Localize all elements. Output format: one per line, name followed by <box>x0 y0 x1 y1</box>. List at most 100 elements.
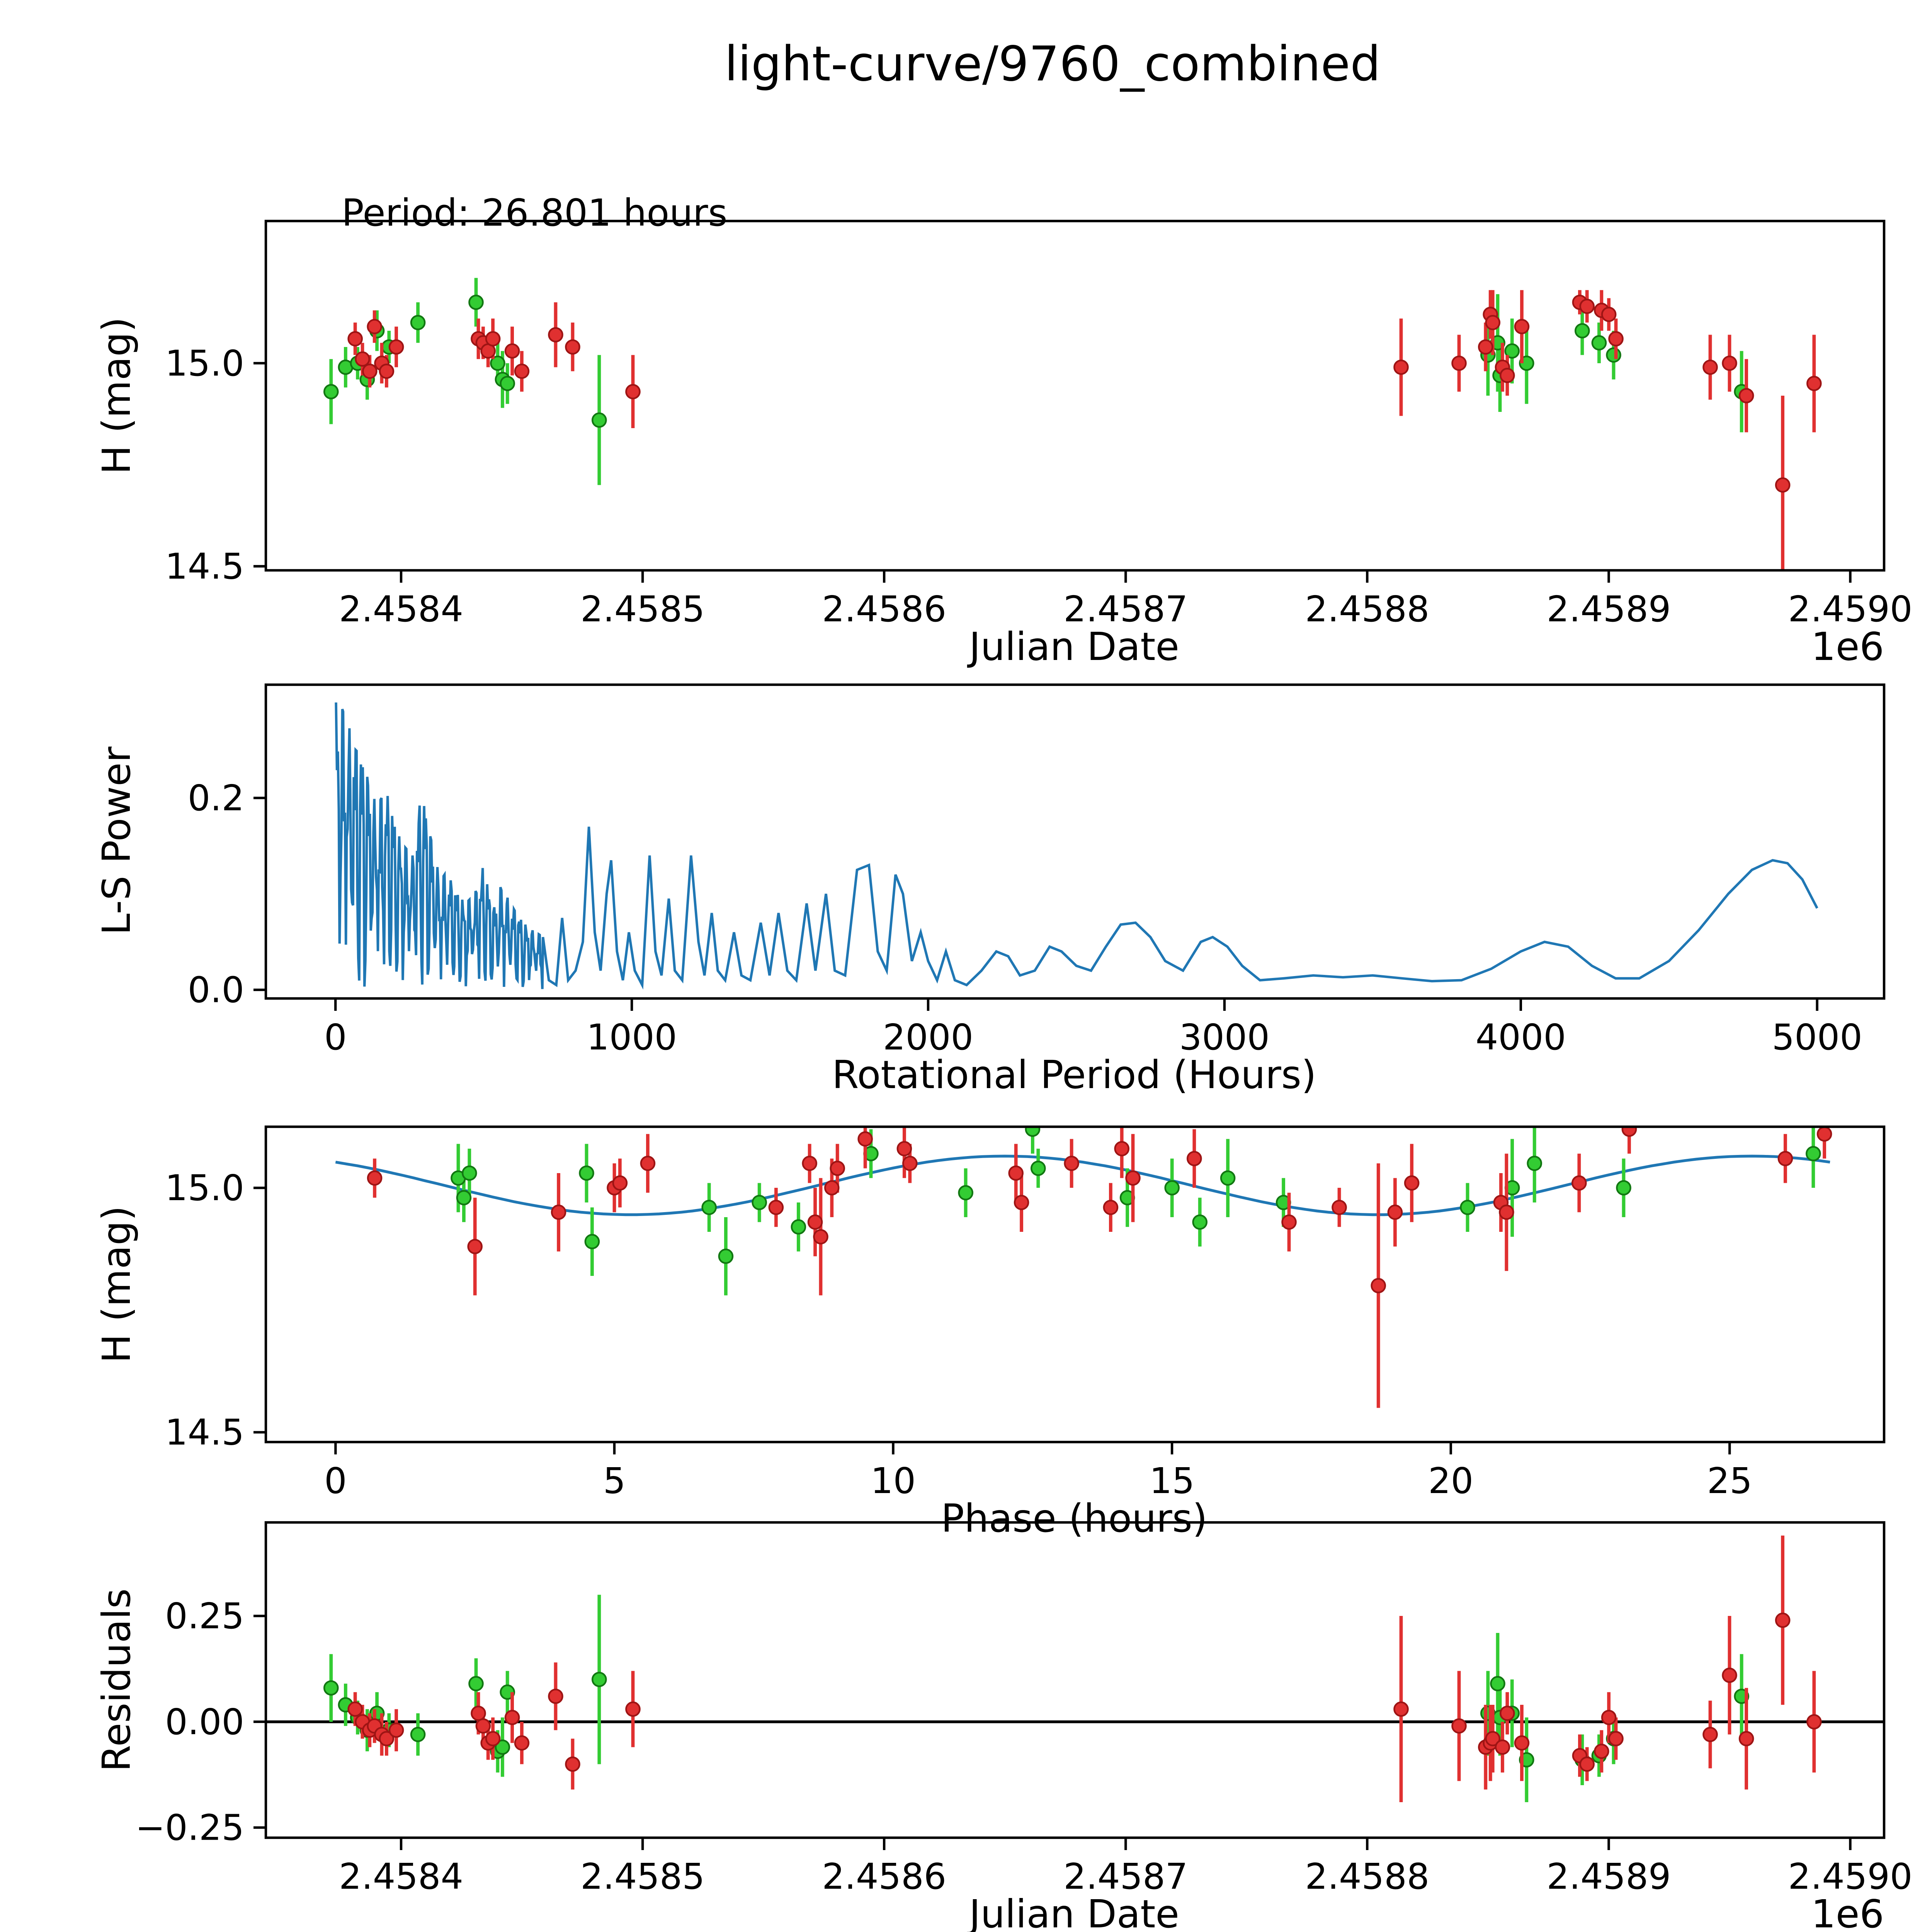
data-point <box>565 1756 580 1772</box>
data-point <box>490 355 505 371</box>
data-point <box>514 364 530 379</box>
data-point <box>830 1160 845 1176</box>
data-point <box>1504 343 1520 359</box>
panel-residuals: 2.4584 2.4585 2.4586 2.4587 2.4588 2.4589 2.45… <box>135 1521 1912 1897</box>
data-point <box>1621 1127 1637 1137</box>
data-point <box>388 1722 404 1738</box>
phase-y-tick-label: 14.5 <box>165 1412 244 1453</box>
residuals-x-tick-label: 2.4589 <box>1546 1856 1671 1897</box>
data-point <box>958 1185 973 1201</box>
data-point <box>410 1726 426 1742</box>
periodogram-data <box>335 702 1818 990</box>
data-point <box>902 1155 918 1171</box>
data-point <box>1460 1199 1475 1215</box>
data-point <box>495 1739 510 1755</box>
lightcurve-x-tick-label: 2.4584 <box>339 588 463 630</box>
phase-x-tick-label: 15 <box>1150 1460 1195 1502</box>
data-point <box>1393 359 1409 375</box>
data-point <box>347 1701 363 1717</box>
lightcurve-x-tick-label: 2.4590 <box>1788 588 1913 630</box>
periodogram-x-tick-label: 2000 <box>883 1017 973 1058</box>
data-point <box>1805 1146 1821 1162</box>
lightcurve-x-tick-label: 2.4589 <box>1546 588 1671 630</box>
lightcurve-x-tick-label: 2.4586 <box>822 588 946 630</box>
periodogram-x-tick-label: 5000 <box>1772 1017 1862 1058</box>
residuals-x-offset-label: 1e6 <box>1811 1891 1884 1932</box>
data-point <box>355 351 370 367</box>
data-point <box>1114 1141 1129 1156</box>
data-point <box>1125 1170 1141 1186</box>
data-point <box>1008 1165 1024 1181</box>
residuals-y-tick-label: −0.25 <box>135 1807 244 1849</box>
data-point <box>1030 1160 1046 1176</box>
data-point <box>1451 1718 1467 1734</box>
phase-x-tick-label: 20 <box>1428 1460 1473 1502</box>
data-point <box>579 1165 594 1181</box>
data-point <box>752 1195 767 1210</box>
data-point <box>379 1731 395 1747</box>
data-point <box>367 319 383 335</box>
residuals-xlabel: Julian Date <box>967 1891 1179 1932</box>
data-point <box>857 1131 873 1147</box>
data-point <box>1025 1127 1041 1137</box>
periodogram-y-tick-label: 0.0 <box>188 969 244 1011</box>
lightcurve-y-tick-label: 14.5 <box>165 546 244 587</box>
residuals-x-tick-label: 2.4584 <box>339 1856 463 1897</box>
periodogram-ylabel: L-S Power <box>94 746 139 935</box>
data-point <box>1594 1743 1609 1759</box>
data-point <box>1722 355 1737 371</box>
data-point <box>1702 1726 1718 1742</box>
data-point <box>592 412 607 428</box>
lightcurve-data <box>323 278 1822 570</box>
data-point <box>475 1718 491 1734</box>
residuals-y-tick-label: 0.00 <box>165 1701 244 1743</box>
data-point <box>1499 367 1515 383</box>
data-point <box>1014 1195 1029 1210</box>
data-point <box>1579 299 1595 314</box>
data-point <box>813 1229 828 1245</box>
data-point <box>1777 1151 1793 1167</box>
data-point <box>1499 1706 1515 1721</box>
data-point <box>467 1239 483 1254</box>
data-point <box>362 364 378 379</box>
phase-xlabel: Phase (hours) <box>941 1496 1208 1541</box>
phase-x-tick-label: 5 <box>603 1460 626 1502</box>
data-point <box>471 1706 486 1721</box>
data-point <box>1393 1701 1409 1717</box>
data-point <box>1186 1151 1202 1167</box>
data-point <box>768 1199 784 1215</box>
data-point <box>1579 1756 1595 1772</box>
data-point <box>612 1175 628 1191</box>
data-point <box>791 1219 806 1235</box>
data-point <box>323 384 339 400</box>
data-point <box>1527 1155 1542 1171</box>
data-point <box>1608 1731 1624 1747</box>
data-point <box>1738 1731 1754 1747</box>
data-point <box>1451 355 1467 371</box>
data-point <box>485 1731 501 1747</box>
data-point <box>1281 1214 1297 1230</box>
periodogram-x-tick-label: 1000 <box>587 1017 677 1058</box>
data-point <box>1514 319 1530 335</box>
data-point <box>1601 306 1617 322</box>
data-point <box>1332 1199 1347 1215</box>
data-point <box>1722 1667 1737 1683</box>
data-point <box>456 1190 472 1206</box>
data-point <box>462 1165 477 1181</box>
data-point <box>1606 347 1621 363</box>
periodogram-curve <box>335 702 1818 990</box>
observations-red <box>347 290 1822 570</box>
data-point <box>548 327 563 343</box>
periodogram-axes-frame <box>264 683 1886 1000</box>
data-point <box>625 384 641 400</box>
data-point <box>802 1155 817 1171</box>
data-point <box>1371 1278 1386 1293</box>
data-point <box>1775 477 1791 493</box>
data-point <box>504 1709 520 1725</box>
lightcurve-x-offset-label: 1e6 <box>1811 624 1884 669</box>
data-point <box>1478 339 1493 355</box>
phase-x-tick-label: 10 <box>871 1460 916 1502</box>
data-point <box>584 1234 600 1249</box>
residuals-green <box>323 1595 1750 1802</box>
phased-red <box>367 1127 1832 1408</box>
